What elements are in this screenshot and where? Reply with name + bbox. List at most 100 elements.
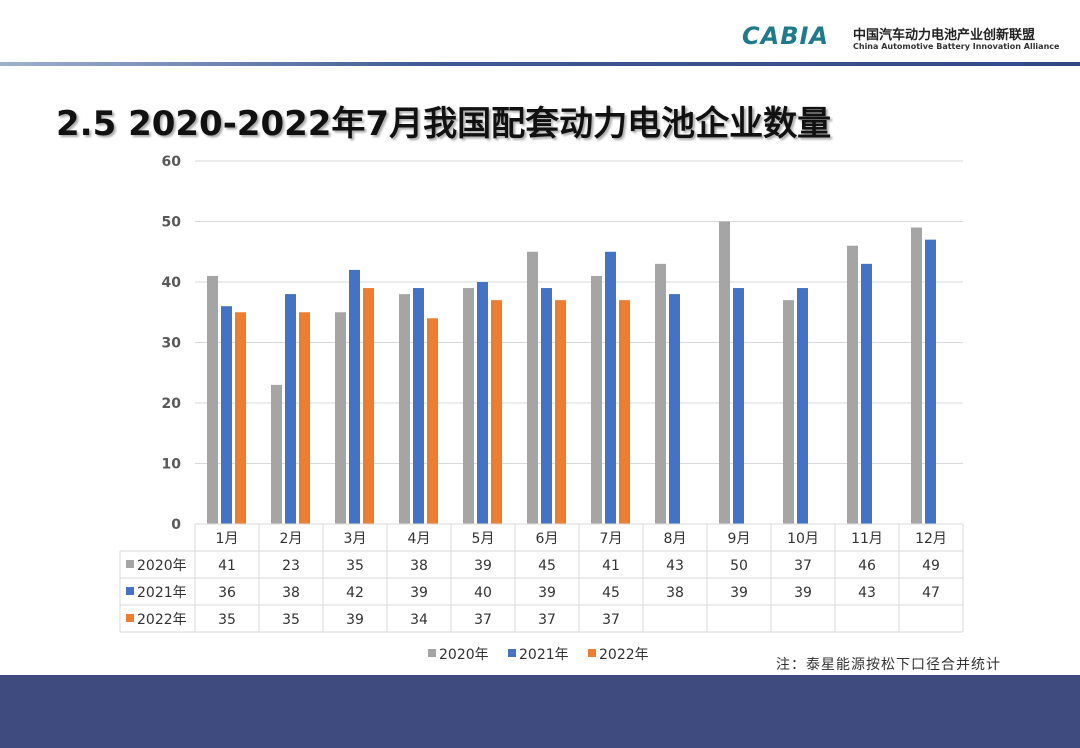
bar-2021年-4月 xyxy=(413,288,424,524)
org-name-cn: 中国汽车动力电池产业创新联盟 xyxy=(853,28,1036,43)
legend-marker-2020年 xyxy=(428,649,436,657)
data-label: 39 xyxy=(538,585,556,601)
footer-band xyxy=(0,675,1080,748)
data-label: 43 xyxy=(858,585,876,601)
y-tick-label: 0 xyxy=(171,517,181,533)
data-label: 49 xyxy=(922,558,940,574)
legend-key-2021年 xyxy=(126,587,134,595)
bar-2020年-10月 xyxy=(783,300,794,524)
x-tick-label: 8月 xyxy=(664,531,687,547)
legend-label: 2021年 xyxy=(519,647,569,663)
x-tick-label: 3月 xyxy=(344,531,367,547)
data-label: 43 xyxy=(666,558,684,574)
y-tick-label: 20 xyxy=(162,396,182,412)
bar-2021年-6月 xyxy=(541,288,552,524)
bar-2022年-1月 xyxy=(235,312,246,524)
bar-2020年-5月 xyxy=(463,288,474,524)
data-label: 40 xyxy=(474,585,492,601)
bar-2020年-8月 xyxy=(655,263,666,524)
bar-2020年-6月 xyxy=(527,251,538,524)
bar-2020年-1月 xyxy=(207,275,218,524)
data-label: 37 xyxy=(602,612,620,628)
x-tick-label: 6月 xyxy=(536,531,559,547)
data-label: 37 xyxy=(474,612,492,628)
bar-2021年-1月 xyxy=(221,306,232,524)
y-tick-label: 50 xyxy=(162,215,182,231)
legend-label: 2022年 xyxy=(599,647,649,663)
legend-key-2022年 xyxy=(126,614,134,622)
bar-2020年-3月 xyxy=(335,312,346,524)
data-label: 35 xyxy=(218,612,236,628)
data-label: 38 xyxy=(282,585,300,601)
bar-2021年-12月 xyxy=(925,239,936,524)
x-tick-label: 1月 xyxy=(216,531,239,547)
table-series-label: 2020年 xyxy=(137,558,187,574)
x-tick-label: 7月 xyxy=(600,531,623,547)
data-label: 38 xyxy=(410,558,428,574)
y-tick-label: 30 xyxy=(162,336,182,352)
x-tick-label: 10月 xyxy=(787,531,819,547)
data-label: 39 xyxy=(794,585,812,601)
bar-2022年-7月 xyxy=(619,300,630,524)
data-label: 37 xyxy=(794,558,812,574)
bar-2022年-3月 xyxy=(363,288,374,524)
data-label: 23 xyxy=(282,558,300,574)
data-label: 42 xyxy=(346,585,364,601)
data-label: 39 xyxy=(730,585,748,601)
bar-2020年-11月 xyxy=(847,245,858,524)
bar-2021年-11月 xyxy=(861,263,872,524)
data-label: 45 xyxy=(602,585,620,601)
x-tick-label: 4月 xyxy=(408,531,431,547)
data-label: 50 xyxy=(730,558,748,574)
data-label: 36 xyxy=(218,585,236,601)
bar-2021年-7月 xyxy=(605,251,616,524)
bar-2020年-2月 xyxy=(271,384,282,524)
bar-2021年-3月 xyxy=(349,269,360,524)
x-tick-label: 11月 xyxy=(851,531,883,547)
legend-key-2020年 xyxy=(126,560,134,568)
y-tick-label: 10 xyxy=(162,457,182,473)
legend-label: 2020年 xyxy=(439,647,489,663)
data-label: 38 xyxy=(666,585,684,601)
table-series-label: 2022年 xyxy=(137,612,187,628)
data-label: 41 xyxy=(218,558,236,574)
bar-2021年-2月 xyxy=(285,294,296,524)
bar-2021年-5月 xyxy=(477,282,488,524)
bar-2021年-10月 xyxy=(797,288,808,524)
data-label: 39 xyxy=(474,558,492,574)
footnote: 注：泰星能源按松下口径合并统计 xyxy=(776,657,1001,673)
data-label: 47 xyxy=(922,585,940,601)
bar-2020年-4月 xyxy=(399,294,410,524)
slide-title: 2.5 2020-2022年7月我国配套动力电池企业数量 xyxy=(56,104,832,144)
data-label: 41 xyxy=(602,558,620,574)
org-name-en: China Automotive Battery Innovation Alli… xyxy=(853,42,1060,51)
y-tick-label: 40 xyxy=(162,275,182,291)
bar-2021年-9月 xyxy=(733,288,744,524)
data-label: 35 xyxy=(346,558,364,574)
data-label: 45 xyxy=(538,558,556,574)
data-label: 39 xyxy=(410,585,428,601)
data-label: 37 xyxy=(538,612,556,628)
x-tick-label: 5月 xyxy=(472,531,495,547)
bar-2022年-2月 xyxy=(299,312,310,524)
legend-marker-2021年 xyxy=(508,649,516,657)
bar-2022年-6月 xyxy=(555,300,566,524)
header-divider xyxy=(0,62,1080,66)
bar-2022年-4月 xyxy=(427,318,438,524)
data-label: 39 xyxy=(346,612,364,628)
legend-marker-2022年 xyxy=(588,649,596,657)
table-series-label: 2021年 xyxy=(137,585,187,601)
bar-2022年-5月 xyxy=(491,300,502,524)
data-label: 46 xyxy=(858,558,876,574)
logo-mark: CABIA xyxy=(742,22,829,50)
x-tick-label: 9月 xyxy=(728,531,751,547)
cabia-logo: CABIA 中国汽车动力电池产业创新联盟 China Automotive Ba… xyxy=(738,16,1078,56)
data-label: 35 xyxy=(282,612,300,628)
bar-2020年-7月 xyxy=(591,275,602,524)
data-label: 34 xyxy=(410,612,428,628)
bar-2020年-12月 xyxy=(911,227,922,525)
x-tick-label: 12月 xyxy=(915,531,947,547)
bar-2020年-9月 xyxy=(719,221,730,524)
x-tick-label: 2月 xyxy=(280,531,303,547)
